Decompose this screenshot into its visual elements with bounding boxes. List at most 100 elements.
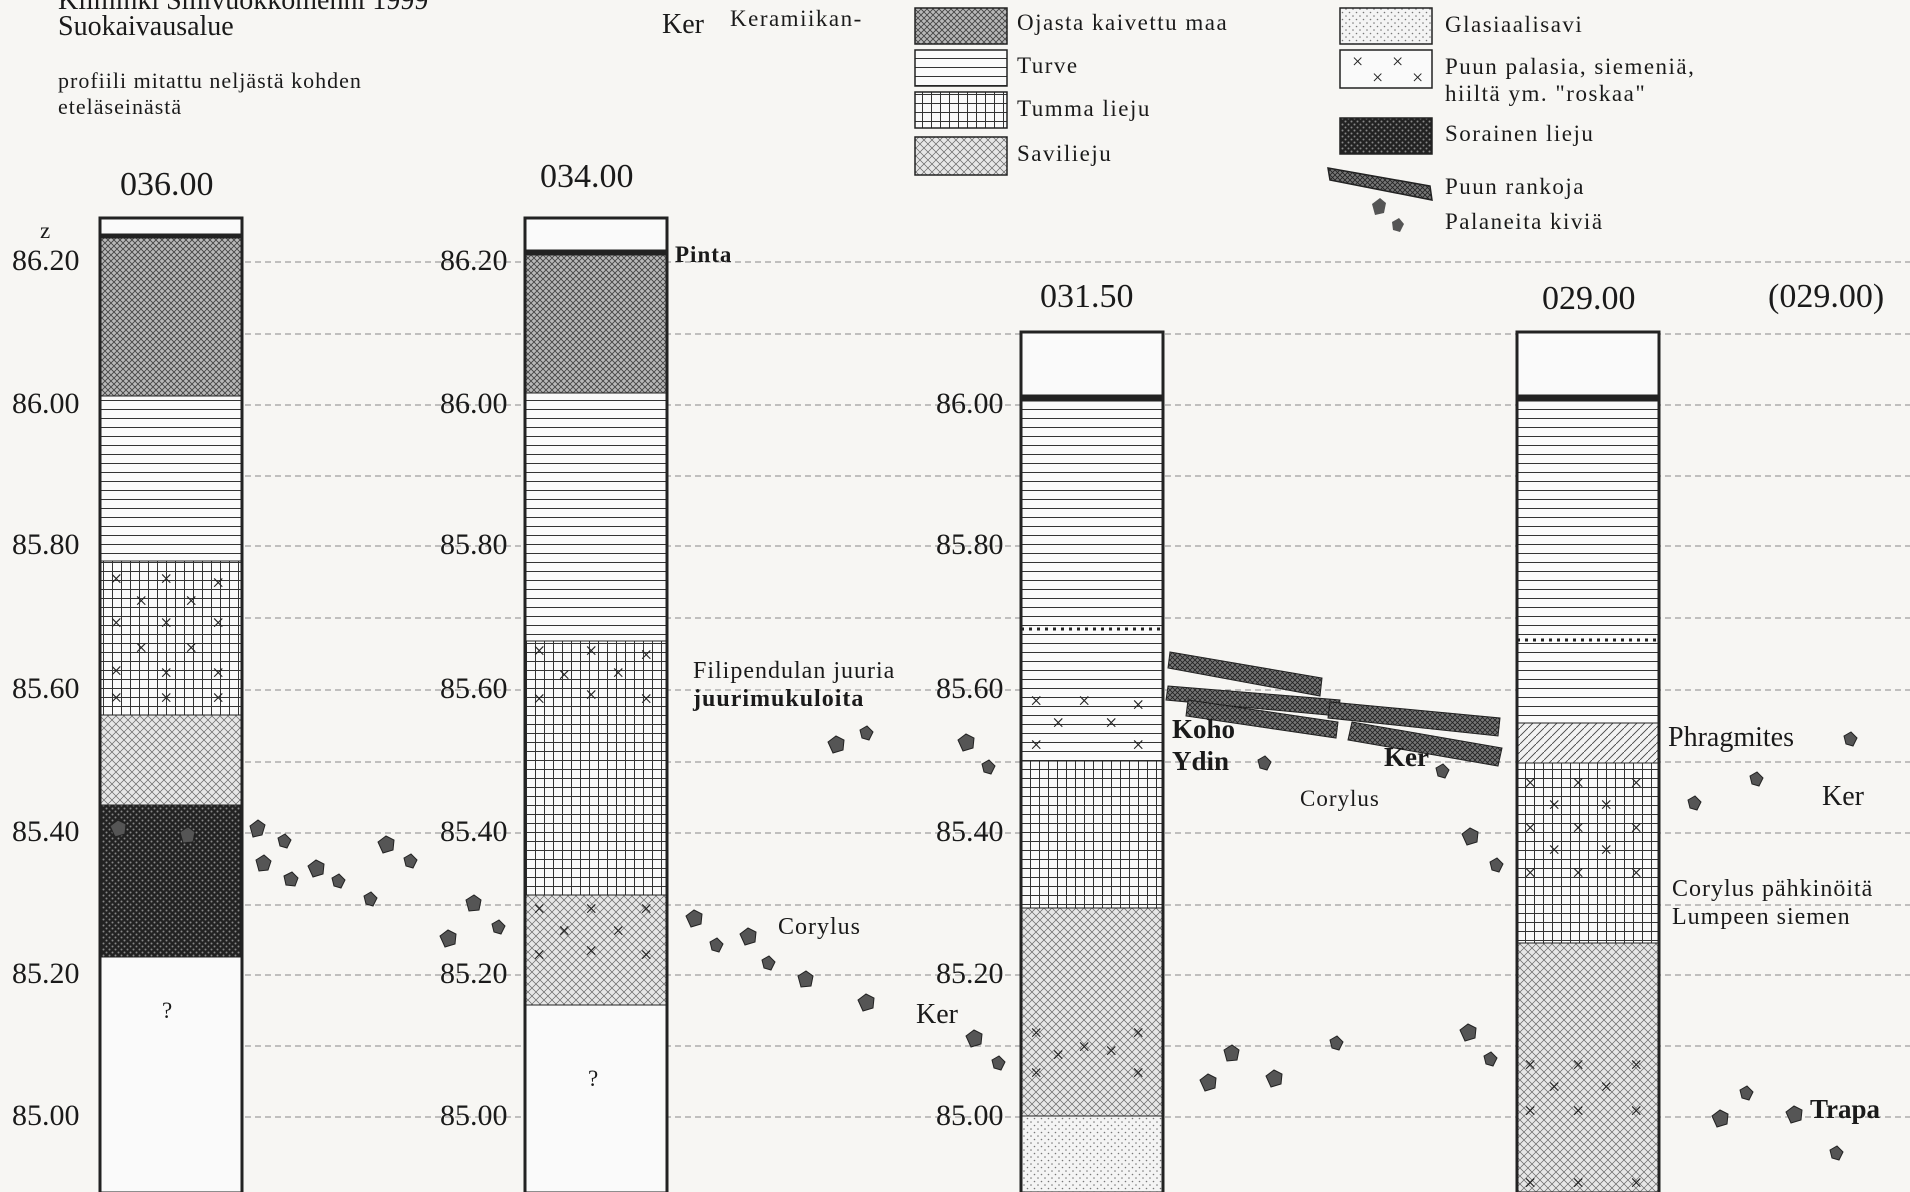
svg-text:×: × — [1600, 792, 1612, 817]
core-031-50: × × × × × × × × × × × × × × — [1019, 330, 1165, 1192]
svg-text:×: × — [1052, 710, 1064, 735]
burnt-stone — [1483, 1051, 1498, 1067]
burnt-stones — [109, 725, 1858, 1161]
svg-text:×: × — [1600, 837, 1612, 862]
swatch-wood-log — [1327, 167, 1433, 201]
legend-wood-debris-2: hiiltä ym. "roskaa" — [1445, 81, 1647, 106]
burnt-stone — [377, 835, 395, 854]
core-029-00: × × × × × × × × × × × × × × × × × × × × × × × × — [1515, 330, 1661, 1192]
svg-text:×: × — [1132, 692, 1144, 717]
svg-text:×: × — [1572, 1098, 1584, 1123]
svg-text:×: × — [558, 662, 570, 687]
svg-text:×: × — [585, 938, 597, 963]
burnt-stone — [283, 871, 299, 887]
annotation-trapa: Trapa — [1810, 1094, 1881, 1124]
svg-text:×: × — [585, 896, 597, 921]
svg-text:×: × — [212, 660, 224, 685]
burnt-stone — [1329, 1035, 1344, 1051]
svg-text:×: × — [1105, 1038, 1117, 1063]
burnt-stone — [307, 859, 325, 878]
layer-reed-peat — [1516, 722, 1660, 764]
burnt-stone — [363, 891, 378, 907]
svg-text:×: × — [135, 588, 147, 613]
burnt-stone — [1739, 1085, 1754, 1101]
annotation-corylus-nuts: Corylus pähkinöitä — [1672, 876, 1874, 902]
layer-clay-gyttja-debris — [1516, 942, 1660, 1192]
burnt-stone — [981, 759, 996, 775]
svg-text:×: × — [533, 896, 545, 921]
burnt-stone — [1843, 731, 1858, 747]
legend-gravel-gyttja: Sorainen lieju — [1445, 121, 1595, 146]
annotation-pinta: Pinta — [675, 242, 733, 267]
core-034-00: × × × × × × × × × × × × × × × × — [523, 216, 669, 1192]
annotation-ker-right: Ker — [1822, 781, 1864, 812]
svg-text:×: × — [640, 942, 652, 967]
burnt-stone — [1711, 1109, 1729, 1128]
burnt-stone — [761, 955, 776, 971]
svg-text:×: × — [135, 635, 147, 660]
burnt-stone — [1687, 795, 1702, 811]
wood-logs — [1165, 651, 1503, 767]
legend-clay-gyttja: Savilieju — [1017, 141, 1113, 166]
svg-text:×: × — [1524, 860, 1536, 885]
layer-clay-gyttja — [1020, 907, 1164, 1117]
legend-glacial-clay: Glasiaalisavi — [1445, 12, 1584, 37]
layer-dark-gyttja — [524, 640, 668, 896]
svg-text:×: × — [1392, 51, 1403, 73]
layer-dug-soil — [99, 237, 243, 397]
tick-85.00: 85.00 — [936, 1099, 1004, 1132]
subtitle-line1: profiili mitattu neljästä kohden — [58, 68, 362, 93]
svg-text:×: × — [640, 686, 652, 711]
svg-text:×: × — [1630, 1170, 1642, 1192]
burnt-stone — [1265, 1069, 1283, 1088]
burnt-stone — [255, 854, 272, 872]
core-title-036: 036.00 — [120, 166, 214, 203]
svg-text:×: × — [185, 588, 197, 613]
svg-text:×: × — [160, 566, 172, 591]
tick-85.40: 85.40 — [936, 815, 1004, 848]
svg-text:×: × — [1030, 1020, 1042, 1045]
title-line1: Kiiminki Smivuokkomenni 1999 — [58, 0, 429, 16]
svg-text:×: × — [1052, 1042, 1064, 1067]
svg-text:×: × — [1630, 815, 1642, 840]
layer-dark-gyttja-debris — [99, 560, 243, 716]
burnt-stone — [439, 929, 457, 948]
svg-text:×: × — [1548, 792, 1560, 817]
burnt-stone — [1785, 1105, 1803, 1124]
swatch-glacial-clay — [1339, 7, 1433, 45]
core-title-029-alt: (029.00) — [1768, 278, 1885, 315]
burnt-stone — [709, 937, 724, 953]
layer-peat — [524, 392, 668, 642]
tick-86.20: 86.20 — [12, 244, 80, 277]
tick-85.20: 85.20 — [12, 957, 80, 990]
svg-text:×: × — [612, 660, 624, 685]
svg-text:×: × — [533, 638, 545, 663]
burnt-stone — [1461, 827, 1479, 846]
svg-text:×: × — [1132, 1060, 1144, 1085]
tick-85.20: 85.20 — [936, 957, 1004, 990]
z-axis-label: z — [40, 218, 52, 243]
svg-text:×: × — [1105, 710, 1117, 735]
tick-85.20: 85.20 — [440, 957, 508, 990]
burnt-stone — [491, 919, 506, 935]
svg-text:×: × — [1572, 1170, 1584, 1192]
annotation-corylus-034: Corylus — [778, 914, 862, 940]
tick-85.80: 85.80 — [440, 528, 508, 561]
burnt-stone — [739, 927, 757, 946]
tick-86.00: 86.00 — [12, 387, 80, 420]
burnt-stone — [109, 819, 127, 838]
svg-text:×: × — [1078, 1034, 1090, 1059]
svg-text:×: × — [1630, 860, 1642, 885]
svg-text:×: × — [1572, 860, 1584, 885]
burnt-stone — [685, 909, 703, 928]
tick-85.60: 85.60 — [440, 672, 508, 705]
burnt-stone — [991, 1055, 1006, 1071]
annotation-filipendula-1: Filipendulan juuria — [693, 658, 896, 684]
layer-unknown — [524, 1004, 668, 1192]
burnt-stone — [1829, 1145, 1844, 1161]
tick-85.60: 85.60 — [936, 672, 1004, 705]
legend-wood-debris-1: Puun palasia, siemeniä, — [1445, 54, 1696, 79]
svg-text:×: × — [585, 638, 597, 663]
burnt-stone — [827, 735, 845, 754]
